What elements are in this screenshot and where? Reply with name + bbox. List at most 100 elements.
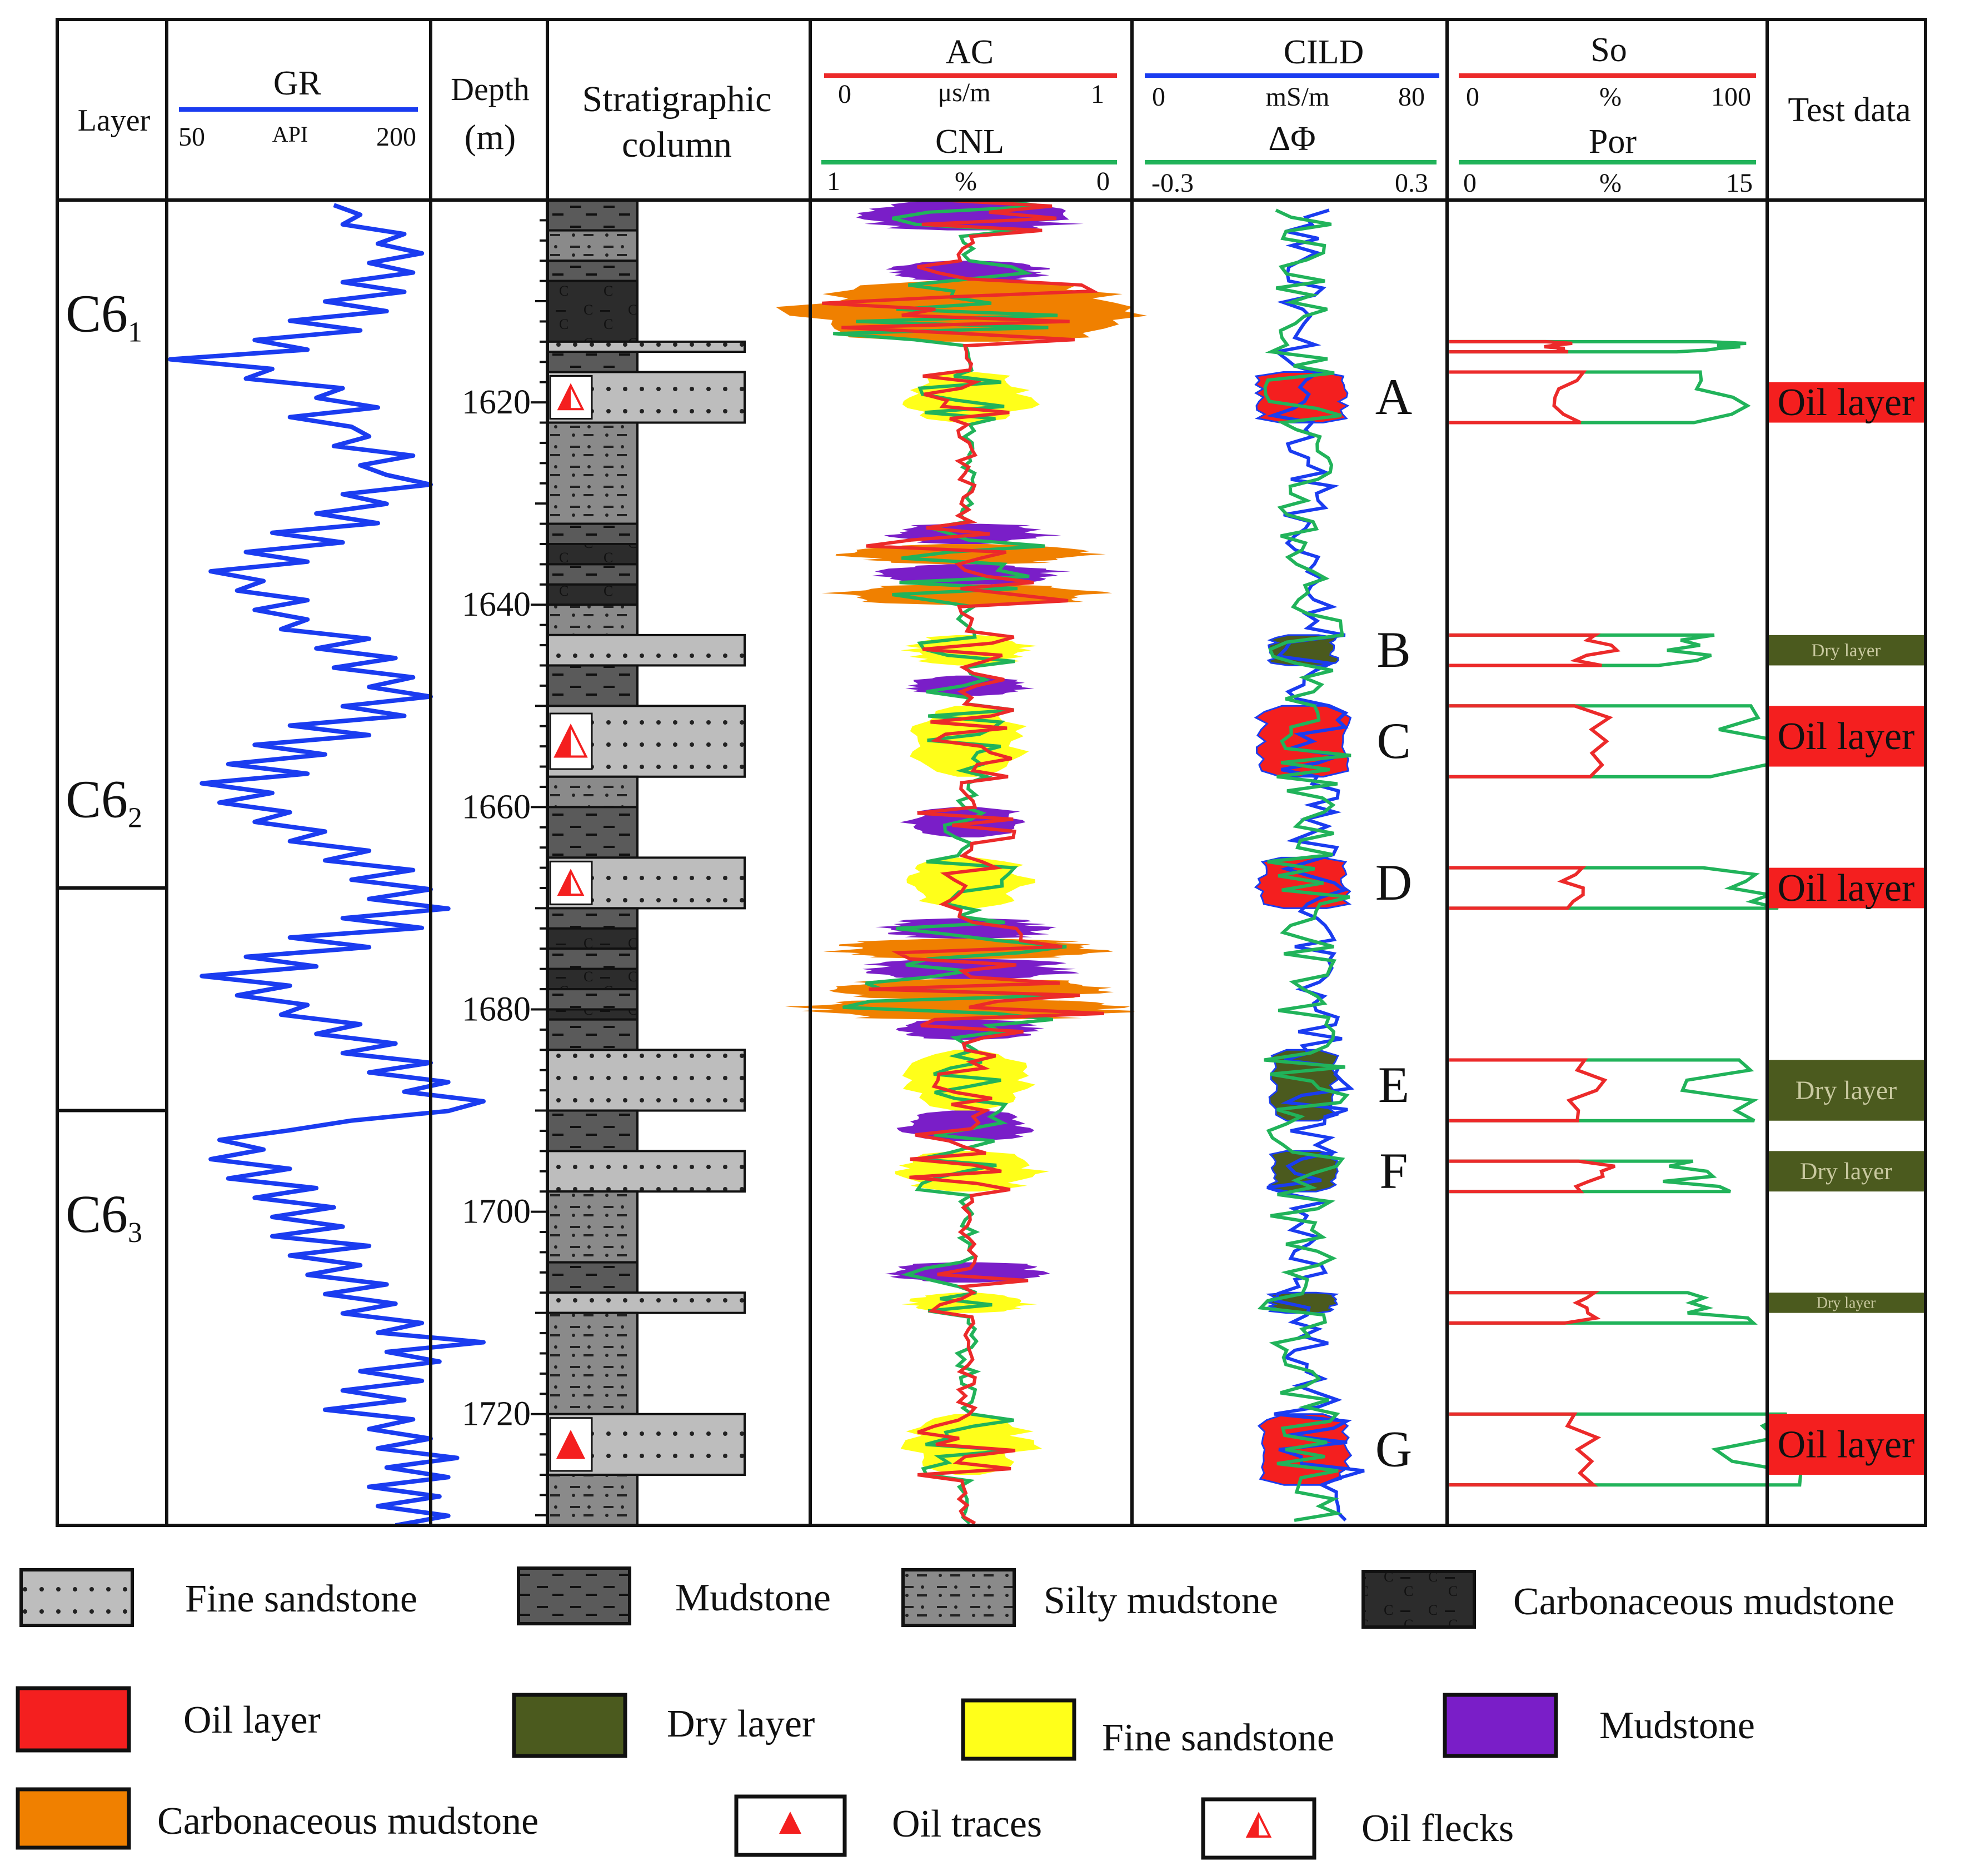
lithology-bed-mudstone xyxy=(546,1018,639,1051)
test-result-oil xyxy=(1769,382,1924,423)
oil-traces-icon xyxy=(779,1812,801,1834)
test-result-oil xyxy=(1769,1414,1924,1475)
test-result-oil xyxy=(1769,867,1924,909)
zone-label: F xyxy=(1379,1142,1408,1199)
depth-tick-label: 1660 xyxy=(462,788,531,826)
oil-traces-icon xyxy=(556,1430,586,1459)
gr-curve xyxy=(168,203,486,1525)
header-test: Test data xyxy=(1788,91,1911,129)
header-cild-max: 80 xyxy=(1398,82,1425,112)
por-curve xyxy=(1449,340,1747,354)
lithology-bed-mudstone xyxy=(546,664,639,707)
legend-swatch-dry-layer xyxy=(512,1693,627,1758)
lithology-bed-mudstone xyxy=(546,1261,639,1294)
oil-show-box xyxy=(549,712,593,770)
oil-flecks-icon xyxy=(1245,1812,1272,1838)
lithology-bed-silty-mudstone xyxy=(546,1190,639,1264)
legend-swatch-fill-fine-sandstone xyxy=(961,1698,1076,1761)
lithology-bed-mudstone xyxy=(546,351,639,373)
test-result-dry xyxy=(1769,635,1924,666)
lithology-bed-fine-sandstone xyxy=(546,1049,746,1112)
ac-cnl-fill-sand xyxy=(906,857,1035,909)
test-result-dry xyxy=(1769,1293,1924,1313)
zone-label: G xyxy=(1375,1420,1412,1477)
legend-label-silty-mudstone: Silty mudstone xyxy=(1044,1579,1278,1622)
lithology-bed-silty-mudstone xyxy=(546,775,639,809)
track-headers: Layer GR 50 API 200 Depth (m) Stratigrap… xyxy=(78,31,1911,198)
lithology-bed-mudstone xyxy=(546,522,639,546)
header-cild-min: 0 xyxy=(1152,82,1165,112)
zone-label: A xyxy=(1375,368,1412,425)
lithology-bed-mudstone xyxy=(546,563,639,586)
legend-label-oil-flecks: Oil flecks xyxy=(1361,1807,1514,1850)
lithology-bed-fine-sandstone xyxy=(546,1291,746,1314)
por-curve xyxy=(1449,704,1787,779)
header-gr-max: 200 xyxy=(376,122,416,152)
so-curve xyxy=(1449,1291,1601,1325)
lithology-bed-carbonaceous-mudstone xyxy=(546,1008,639,1021)
lithology-bed-fine-sandstone xyxy=(546,340,746,353)
por-curve xyxy=(1449,370,1751,425)
header-gr-min: 50 xyxy=(178,122,205,152)
so-curve xyxy=(1449,1412,1602,1487)
lithology-bed-carbonaceous-mudstone xyxy=(546,967,639,991)
lithology-bed-silty-mudstone xyxy=(546,421,639,525)
legend-swatch-fill-mudstone xyxy=(1443,1693,1558,1758)
header-so-min: 0 xyxy=(1466,82,1479,112)
lithology-bed-silty-mudstone xyxy=(546,1473,639,1527)
depth-tick-label: 1640 xyxy=(462,586,531,623)
legend-swatch-oil-layer xyxy=(16,1686,131,1753)
cild-dphi-track xyxy=(1254,208,1365,1522)
test-result-label: Dry layer xyxy=(1812,641,1881,661)
so-curve xyxy=(1449,866,1587,910)
header-cnl-unit: % xyxy=(955,167,977,196)
header-cnl-min: 1 xyxy=(827,167,840,196)
header-ac-min: 0 xyxy=(838,79,851,109)
header-strat-line2: column xyxy=(622,124,732,165)
depth-track: 1620 1640 1660 1680 1700 1720 xyxy=(462,199,547,1516)
oil-show-box xyxy=(549,1417,593,1472)
cnl-curve xyxy=(833,200,1067,1525)
header-dphi-min: -0.3 xyxy=(1151,168,1194,198)
legend-label-fine-sandstone: Fine sandstone xyxy=(185,1578,417,1620)
por-curve xyxy=(1449,633,1715,667)
header-por-max: 15 xyxy=(1726,168,1753,198)
header-depth-unit: (m) xyxy=(465,117,516,157)
header-so-title: So xyxy=(1590,31,1627,69)
zone-label: E xyxy=(1378,1056,1409,1113)
oil-flecks-icon xyxy=(557,869,585,896)
so-curve xyxy=(1449,704,1613,779)
track-frame xyxy=(56,18,1927,1527)
legend-label-fill-mudstone: Mudstone xyxy=(1599,1704,1755,1747)
header-strat-line1: Stratigraphic xyxy=(582,79,772,119)
legend-label-fill-carbonaceous-mudstone: Carbonaceous mudstone xyxy=(157,1800,538,1843)
lithology-bed-carbonaceous-mudstone xyxy=(546,280,639,343)
legend: Fine sandstone Mudstone Silty mudstone C… xyxy=(16,1566,1894,1860)
test-result-label: Oil layer xyxy=(1778,867,1915,910)
legend-label-fill-fine-sandstone: Fine sandstone xyxy=(1102,1717,1334,1759)
header-ac-title: AC xyxy=(946,33,994,71)
so-curve xyxy=(1449,1159,1615,1194)
so-curve xyxy=(1449,370,1587,425)
ac-cnl-fill-mud xyxy=(875,918,1057,939)
oil-flecks-icon xyxy=(553,724,588,758)
por-curve xyxy=(1449,1058,1759,1122)
layer-label: C61 xyxy=(66,284,142,348)
header-cnl-title: CNL xyxy=(935,123,1004,161)
legend-label-oil-layer: Oil layer xyxy=(183,1699,321,1742)
test-result-dry xyxy=(1769,1151,1924,1192)
por-curve xyxy=(1449,1159,1732,1194)
legend-swatch-carbonaceous-mudstone xyxy=(1361,1570,1476,1629)
depth-tick-label: 1720 xyxy=(462,1395,531,1433)
depth-tick-label: 1700 xyxy=(462,1193,531,1231)
lithology-bed-silty-mudstone xyxy=(546,229,639,262)
test-result-label: Oil layer xyxy=(1778,381,1915,424)
so-por-track xyxy=(1449,340,1803,1487)
zone-label: C xyxy=(1376,712,1410,769)
header-por-title: Por xyxy=(1589,123,1637,161)
legend-label-mudstone: Mudstone xyxy=(675,1576,831,1619)
lithology-bed-carbonaceous-mudstone xyxy=(546,927,639,950)
test-result-oil xyxy=(1769,706,1924,767)
ac-cnl-fill-carb xyxy=(785,999,1135,1020)
header-cnl-max: 0 xyxy=(1096,167,1110,196)
